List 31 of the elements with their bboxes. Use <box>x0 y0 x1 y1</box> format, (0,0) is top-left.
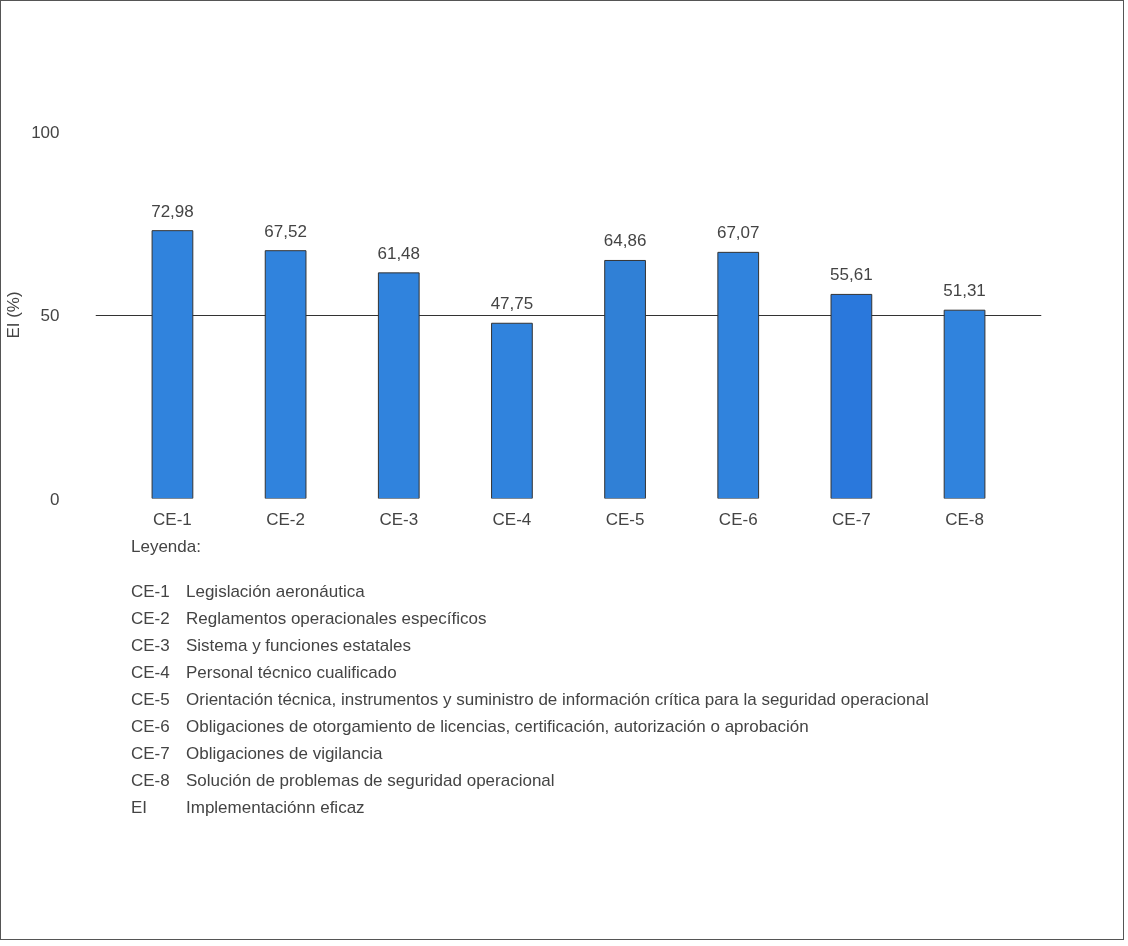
y-axis-title: EI (%) <box>4 291 24 339</box>
text: CE-6 Obligaciones de otorgamiento de licencias, certificación, autorización o aprobación <box>131 716 809 738</box>
x-tick-label: CE-8 <box>945 509 984 529</box>
data-label: 67,07 <box>716 223 760 243</box>
data-label: 67,52 <box>264 221 307 241</box>
data-label: 51,31 <box>943 281 986 301</box>
bar <box>491 322 533 499</box>
x-tick-label: CE-6 <box>718 509 758 529</box>
data-label: 61,48 <box>377 243 421 263</box>
text: CE-5 Orientación técnica, instrumentos y suministro de información crítica para la seguridad operacional <box>131 689 929 711</box>
y-tick-label: 50 <box>40 306 60 325</box>
x-tick-label: CE-1 <box>153 509 192 529</box>
x-tick-label: CE-4 <box>492 509 532 529</box>
x-tick-label: CE-2 <box>266 509 305 529</box>
x-tick-label: CE-7 <box>832 509 871 529</box>
data-label: 72,98 <box>151 201 194 221</box>
text: CE-3 Sistema y funciones estatales <box>131 635 411 657</box>
x-tick-label: CE-3 <box>379 509 419 529</box>
y-tick-label: 100 <box>31 122 60 142</box>
data-label: 47,75 <box>490 294 534 314</box>
text: CE-8 Solución de problemas de seguridad operacional <box>131 770 555 792</box>
text: CE-7 Obligaciones de vigilancia <box>131 743 383 765</box>
data-label: 64,86 <box>603 231 647 251</box>
data-label: 55,61 <box>830 265 873 285</box>
text: CE-2 Reglamentos operacionales específicos <box>131 608 487 630</box>
text: CE-4 Personal técnico cualificado <box>131 662 397 684</box>
text: EI Implementaciónn eficaz <box>131 798 365 817</box>
text: Leyenda: <box>131 536 201 558</box>
x-tick-label: CE-5 <box>605 509 645 529</box>
text: CE-1 Legislación aeronáutica <box>131 581 365 603</box>
y-tick-label: 0 <box>50 489 60 509</box>
